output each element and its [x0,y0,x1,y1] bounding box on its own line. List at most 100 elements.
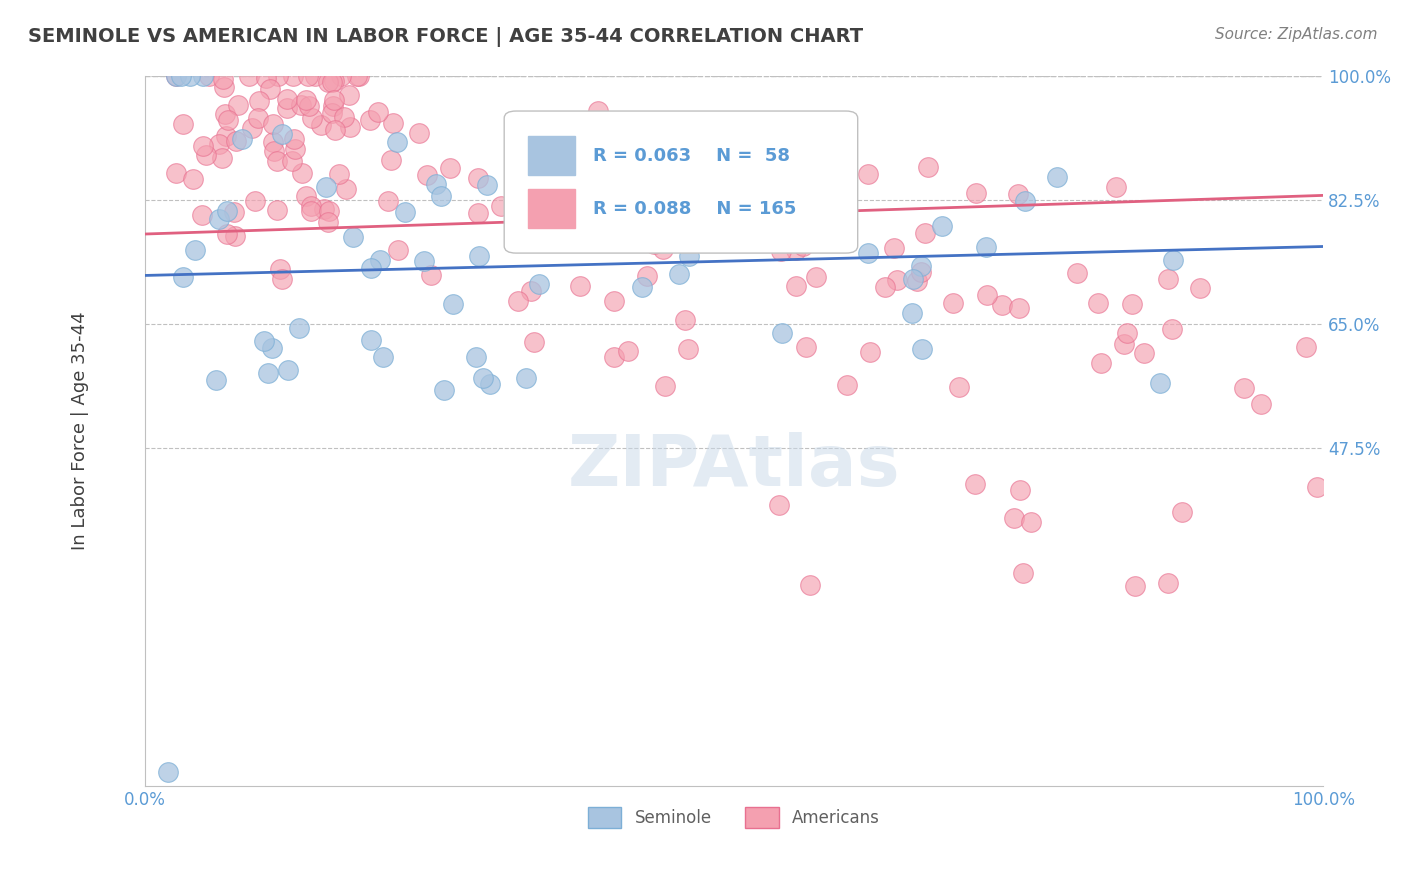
Point [330,69,353,83]
Text: SEMINOLE VS AMERICAN IN LABOR FORCE | AGE 35-44 CORRELATION CHART: SEMINOLE VS AMERICAN IN LABOR FORCE | AG… [28,27,863,46]
Point [413,254,436,268]
Point [281,69,304,83]
Point [603,351,626,365]
Point [347,69,370,83]
Point [157,764,180,779]
Point [770,326,793,341]
Point [976,240,998,254]
Point [256,367,278,381]
Point [948,380,970,394]
Point [467,206,489,220]
Point [294,94,316,108]
Point [224,204,246,219]
Point [1121,297,1143,311]
Point [332,110,354,124]
Point [1250,397,1272,411]
Point [181,172,204,186]
Point [368,252,391,267]
Point [287,320,309,334]
Point [224,229,246,244]
Point [1157,575,1180,590]
Point [770,127,793,141]
Point [910,342,932,356]
Point [643,236,665,251]
Point [1157,272,1180,286]
Point [316,74,339,88]
Point [517,123,540,137]
Point [515,371,537,385]
Point [651,243,673,257]
Point [569,279,592,293]
Point [193,69,215,83]
Point [385,135,408,149]
Point [523,335,546,350]
Point [914,226,936,240]
Point [654,379,676,393]
Point [231,132,253,146]
Point [226,98,249,112]
Point [271,272,294,286]
Point [673,186,696,200]
Point [323,74,346,88]
Point [215,227,238,241]
Point [628,150,651,164]
Point [432,383,454,397]
Point [472,371,495,385]
Point [394,205,416,219]
Point [1007,187,1029,202]
Text: ZIPAtlas: ZIPAtlas [568,432,900,500]
Point [195,147,218,161]
Point [359,112,381,127]
Text: Source: ZipAtlas.com: Source: ZipAtlas.com [1215,27,1378,42]
Point [323,123,346,137]
Point [770,244,793,258]
Point [737,211,759,225]
Point [1104,179,1126,194]
Point [266,154,288,169]
Point [439,161,461,175]
Point [668,267,690,281]
Point [165,69,187,83]
Point [627,227,650,242]
Point [1019,515,1042,529]
Legend: Seminole, Americans: Seminole, Americans [582,801,886,834]
Point [367,104,389,119]
Point [298,99,321,113]
Point [267,69,290,83]
Point [901,306,924,320]
Point [301,111,323,125]
Point [785,244,807,258]
Point [620,128,643,143]
Point [506,293,529,308]
Point [664,152,686,166]
Point [408,126,430,140]
Point [648,120,671,135]
Point [762,218,785,232]
Point [266,202,288,217]
Point [676,343,699,357]
Point [276,91,298,105]
Point [1010,483,1032,497]
Point [184,244,207,258]
Point [883,241,905,255]
Point [172,270,194,285]
Point [1008,301,1031,316]
Point [586,104,609,119]
Point [291,166,314,180]
Point [942,295,965,310]
Point [172,117,194,131]
Point [170,69,193,83]
Point [253,334,276,349]
Point [214,107,236,121]
Point [276,102,298,116]
Point [212,72,235,87]
Point [321,106,343,120]
Point [785,279,807,293]
Point [247,94,270,108]
Point [1066,266,1088,280]
Point [243,194,266,208]
Point [792,239,814,253]
Bar [527,189,575,228]
Point [215,128,238,143]
Point [1306,480,1329,494]
